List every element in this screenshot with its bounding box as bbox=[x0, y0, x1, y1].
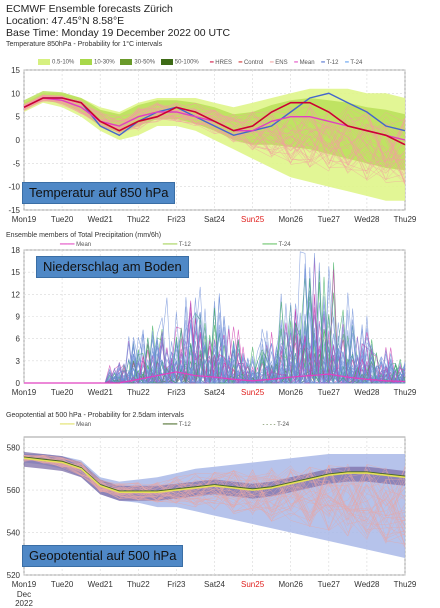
geo-member-line bbox=[23, 457, 406, 533]
precip-mean-line bbox=[24, 371, 406, 384]
panel3-legend: ━━━━ Mean ━━━━ T-12 - - - - T-24 bbox=[60, 422, 290, 428]
y-tick-label: 540 bbox=[7, 529, 21, 538]
x-tick-label: Fri23 bbox=[167, 580, 186, 589]
header-location: Location: 47.45°N 8.58°E bbox=[6, 15, 125, 27]
x-axis-year: 2022 bbox=[15, 599, 33, 608]
y-tick-label: 12 bbox=[11, 290, 20, 299]
panel1-title: Temperature 850hPa - Probability for 1°C… bbox=[6, 41, 163, 48]
x-tick-label: Tue27 bbox=[318, 388, 341, 397]
geo-member-line bbox=[23, 456, 406, 528]
x-tick-label: Sun25 bbox=[241, 215, 265, 224]
y-tick-label: 9 bbox=[16, 313, 21, 322]
geo-member-line bbox=[23, 455, 406, 545]
x-tick-label: Sun25 bbox=[241, 580, 265, 589]
y-tick-label: 15 bbox=[11, 66, 20, 75]
geo-mean-line bbox=[23, 457, 406, 494]
x-tick-label: Mon26 bbox=[278, 215, 303, 224]
x-tick-label: Thu29 bbox=[394, 388, 417, 397]
panel2-title: Ensemble members of Total Precipitation … bbox=[6, 232, 162, 239]
legend-control: Control bbox=[243, 60, 264, 66]
p2-legend-t12: T-12 bbox=[178, 242, 191, 248]
x-tick-label: Sat24 bbox=[204, 580, 225, 589]
overlay-precipitation: Niederschlag am Boden bbox=[36, 256, 189, 278]
x-tick-label: Mon26 bbox=[278, 580, 303, 589]
legend-mean: Mean bbox=[299, 60, 315, 66]
x-tick-label: Thu22 bbox=[127, 388, 150, 397]
x-tick-label: Mon19 bbox=[12, 580, 37, 589]
y-tick-label: -10 bbox=[8, 183, 20, 192]
geo-member-line bbox=[23, 456, 406, 548]
y-tick-label: 10 bbox=[11, 89, 20, 98]
x-tick-label: Thu29 bbox=[394, 580, 417, 589]
x-tick-label: Wed28 bbox=[354, 580, 380, 589]
x-tick-label: Wed28 bbox=[354, 215, 380, 224]
p3-legend-t24: T-24 bbox=[277, 422, 290, 428]
header-basetime: Base Time: Monday 19 December 2022 00 UT… bbox=[6, 27, 231, 39]
y-tick-label: 15 bbox=[11, 268, 20, 277]
x-tick-label: Fri23 bbox=[167, 388, 186, 397]
y-tick-label: 3 bbox=[16, 357, 21, 366]
prob-legend-4: 50-100% bbox=[174, 59, 199, 66]
legend-ens: ENS bbox=[275, 60, 288, 66]
x-tick-label: Mon26 bbox=[278, 388, 303, 397]
x-tick-label: Tue27 bbox=[318, 580, 341, 589]
p2-legend-mean: Mean bbox=[76, 242, 92, 248]
x-tick-label: Wed21 bbox=[88, 388, 114, 397]
x-tick-label: Tue27 bbox=[318, 215, 341, 224]
panel2-legend: ━━━━ Mean ━━━━ T-12 ━━━━ T-24 bbox=[60, 242, 291, 248]
p3-legend-mean: Mean bbox=[76, 422, 92, 428]
x-tick-label: Tue20 bbox=[51, 580, 74, 589]
ens-member-line bbox=[23, 97, 406, 181]
ens-member-line bbox=[23, 95, 406, 175]
x-tick-label: Sat24 bbox=[204, 388, 225, 397]
y-tick-label: 580 bbox=[7, 444, 21, 453]
x-tick-label: Mon19 bbox=[12, 215, 37, 224]
x-tick-label: Mon19 bbox=[12, 388, 37, 397]
prob-legend-1: 0.5-10% bbox=[52, 59, 75, 66]
y-tick-label: 560 bbox=[7, 486, 21, 495]
legend-t12: T-12 bbox=[326, 60, 339, 66]
y-tick-label: 5 bbox=[16, 113, 21, 122]
y-tick-label: 18 bbox=[11, 246, 20, 255]
y-tick-label: 520 bbox=[7, 571, 21, 580]
x-tick-label: Tue20 bbox=[51, 388, 74, 397]
prob-legend-2: 10-30% bbox=[94, 59, 115, 66]
legend-hres: HRES bbox=[215, 60, 232, 66]
prob-legend-3: 30-50% bbox=[134, 59, 156, 66]
panel1-prob-legend: 0.5-10% 10-30% 30-50% 50-100% bbox=[38, 59, 199, 66]
ens-member-line bbox=[23, 95, 406, 168]
panel1-series-legend: ━ HRES ━ Control ━ ENS ━ Mean ━ T-12 ━ T… bbox=[210, 60, 363, 66]
geo-member-line bbox=[23, 457, 406, 527]
x-tick-label: Sat24 bbox=[204, 215, 225, 224]
geo-member-line bbox=[23, 458, 406, 541]
x-tick-label: Wed28 bbox=[354, 388, 380, 397]
x-tick-label: Fri23 bbox=[167, 215, 186, 224]
p2-legend-t24: T-24 bbox=[278, 242, 291, 248]
x-tick-label: Thu29 bbox=[394, 215, 417, 224]
t12-line bbox=[23, 92, 406, 137]
x-axis-month: Dec bbox=[17, 590, 31, 599]
y-tick-label: 6 bbox=[16, 335, 21, 344]
panel3-title: Geopotential at 500 hPa - Probability fo… bbox=[6, 412, 184, 419]
y-tick-label: 0 bbox=[16, 136, 21, 145]
hres-line bbox=[23, 97, 406, 146]
ens-member-line bbox=[23, 98, 406, 181]
overlay-temperature: Temperatur auf 850 hPa bbox=[22, 182, 176, 204]
x-tick-label: Sun25 bbox=[241, 388, 265, 397]
ens-member-line bbox=[23, 96, 406, 181]
header-title: ECMWF Ensemble forecasts Zürich bbox=[6, 3, 173, 15]
legend-t24: T-24 bbox=[350, 60, 363, 66]
overlay-geopotential: Geopotential auf 500 hPa bbox=[22, 545, 184, 567]
geo-member-line bbox=[23, 459, 406, 536]
y-tick-label: -5 bbox=[13, 159, 21, 168]
x-tick-label: Tue20 bbox=[51, 215, 74, 224]
y-tick-label: -15 bbox=[8, 206, 20, 215]
x-tick-label: Wed21 bbox=[88, 215, 114, 224]
y-tick-label: 0 bbox=[16, 379, 21, 388]
x-tick-label: Thu22 bbox=[127, 580, 150, 589]
x-tick-label: Thu22 bbox=[127, 215, 150, 224]
x-tick-label: Wed21 bbox=[88, 580, 114, 589]
p3-legend-t12: T-12 bbox=[178, 422, 191, 428]
